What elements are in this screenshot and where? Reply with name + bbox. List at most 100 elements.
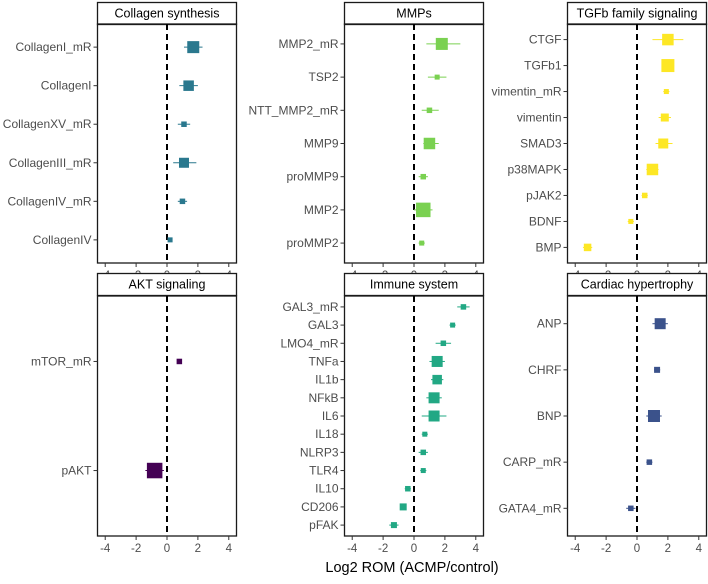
y-tick-label: IL18 [315,427,339,441]
point-ctgf [662,33,674,46]
x-tick-label: 2 [442,543,448,555]
y-tick-label: pJAK2 [526,188,562,202]
y-tick-label: NTT_MMP2_mR [248,103,338,117]
panel-collagen-synthesis: Collagen synthesis-4-2024CollagenI_mRCol… [3,1,238,282]
y-tick-label: CollagenI_mR [15,40,91,54]
x-tick-label: -2 [601,543,611,555]
panel-mmps: MMPs-4-2024MMP2_mRTSP2NTT_MMP2_mRMMP9pro… [248,1,485,282]
y-tick-label: LMO4_mR [280,336,338,350]
x-tick-label: 2 [195,543,201,555]
y-tick-label: TGFb1 [524,59,562,73]
y-tick-label: ANP [537,317,562,331]
point-gata4-mr [628,505,634,512]
x-tick-label: 4 [473,543,480,555]
point-gal3-mr [460,304,467,310]
point-pfak [390,522,397,529]
y-tick-label: NLRP3 [300,445,339,459]
point-collagenxv-mr [181,121,187,127]
point-mtor-mr [176,358,183,365]
point-nfkb [428,392,440,404]
x-axis-label: Log2 ROM (ACMP/control) [325,560,498,576]
point-anp [654,318,666,330]
point-mmp2 [416,202,431,218]
point-prommp2 [419,240,425,246]
y-tick-label: GATA4_mR [499,501,562,515]
point-il6 [428,410,440,422]
point-pjak2 [641,192,648,199]
point-collageniv [167,237,173,243]
panel-cardiac-hypertrophy: Cardiac hypertrophy -4 -2 0 2 4 ANP CHRF BNP CARP… [499,272,708,555]
y-tick-label: TLR4 [309,464,339,478]
point-lmo4-mr [440,340,447,347]
y-tick-label: CollagenIV [33,233,92,247]
point-vimentin-mr [663,89,669,95]
y-tick-label: vimentin [517,111,562,125]
panel-title: AKT signaling [129,278,206,292]
y-tick-label: CollagenIII_mR [9,156,92,170]
panel-tgfb-family-signaling: TGFb family signaling-4-2024CTGFTGFb1vim… [491,1,708,282]
y-tick-label: CollagenI [41,79,92,93]
y-tick-label: pAKT [61,464,92,478]
y-tick-label: SMAD3 [520,137,562,151]
panel-title: Cardiac hypertrophy [581,278,694,292]
x-tick-label: -4 [100,543,111,555]
panel-title: Collagen synthesis [115,7,220,21]
point-tsp2 [434,74,440,80]
point-vimentin [660,113,669,122]
point-il1b [432,374,442,385]
point-bmp [583,243,592,252]
x-tick-label: 4 [696,543,703,555]
panel-immune-system: Immune system -4 -2 0 2 4 GAL3_mR GAL3 LMO4_mR TN… [280,272,485,555]
x-tick-label: -4 [570,543,581,555]
y-tick-label: proMMP2 [286,236,338,250]
point-collageni-mr [187,41,200,54]
panel-title: TGFb family signaling [577,7,698,21]
point-il18 [422,431,428,437]
point-tnfa [431,355,443,367]
point-bnp [647,410,660,422]
point-collageni [183,80,194,91]
y-tick-label: IL6 [322,409,339,423]
point-il10 [405,485,411,492]
y-tick-label: TSP2 [308,70,338,84]
y-tick-label: BNP [537,409,562,423]
point-mmp2-mr [435,37,448,50]
x-tick-label: -2 [378,543,388,555]
y-tick-label: CTGF [529,33,562,47]
point-chrf [654,366,661,373]
x-tick-label: 0 [411,543,417,555]
point-p38mapk [646,163,659,176]
y-tick-label: GAL3 [308,318,339,332]
panel-title: MMPs [396,7,431,21]
x-tick-label: 4 [226,543,233,555]
y-tick-label: CollagenXV_mR [3,117,92,131]
y-tick-label: proMMP9 [286,170,338,184]
x-tick-label: 2 [665,543,671,555]
point-nlrp3 [420,449,427,456]
y-tick-label: MMP2 [304,203,339,217]
point-carp-mr [646,459,653,465]
y-tick-label: CARP_mR [503,455,562,469]
point-cd206 [399,503,407,511]
y-tick-label: IL1b [315,373,339,387]
x-tick-label: -4 [347,543,358,555]
x-tick-label: 0 [634,543,640,555]
panel-title: Immune system [370,278,458,292]
y-tick-label: mTOR_mR [31,354,92,368]
y-tick-label: CD206 [301,500,339,514]
point-ntt-mmp2-mr [426,107,433,114]
y-tick-label: BMP [535,240,561,254]
point-bdnf [628,218,634,224]
y-tick-label: IL10 [315,482,339,496]
panels-group: Collagen synthesis -4 -2 0 2 4 CollagenI_mR Col… [3,1,708,555]
y-tick-label: NFkB [309,391,339,405]
point-mmp9 [423,137,436,150]
point-gal3 [450,322,456,328]
y-tick-label: MMP9 [304,137,339,151]
point-prommp9 [420,173,427,180]
y-tick-label: vimentin_mR [491,85,561,99]
y-tick-label: pFAK [309,518,338,532]
y-tick-label: p38MAPK [507,162,561,176]
y-tick-label: GAL3_mR [282,300,338,314]
